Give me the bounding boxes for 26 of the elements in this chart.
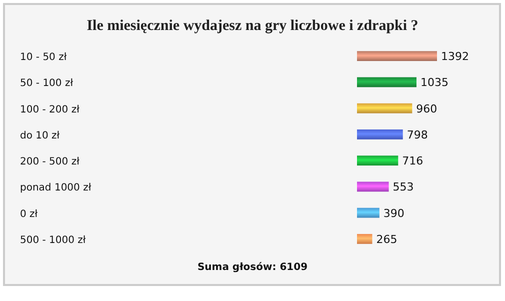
bar [357,51,437,62]
bar [357,234,372,244]
bar [357,129,403,140]
data-label: 1035 [420,76,448,90]
bar [357,182,389,192]
data-label: 716 [402,154,424,168]
bar [357,208,380,218]
y-tick-label: ponad 1000 zł [20,182,92,194]
data-label: 265 [376,232,398,246]
y-tick-label: 500 - 1000 zł [20,234,86,246]
y-tick-label: do 10 zł [20,130,60,142]
data-label: 798 [406,128,428,142]
y-tick-label: 200 - 500 zł [20,156,80,168]
data-label: 390 [383,206,404,220]
chart-title: Ile miesięcznie wydajesz na gry liczbowe i zdrapki ? [86,18,418,34]
data-label: 1392 [441,50,469,64]
text: Suma głosów: 6109 [197,262,308,273]
data-label: 553 [392,180,414,194]
bar [357,103,412,114]
y-tick-label: 50 - 100 zł [20,78,74,90]
y-tick-label: 0 zł [20,208,38,220]
bar [357,156,398,166]
bar [357,77,416,88]
data-label: 960 [416,102,438,116]
y-tick-label: 100 - 200 zł [20,104,80,116]
y-tick-label: 10 - 50 zł [20,52,67,64]
